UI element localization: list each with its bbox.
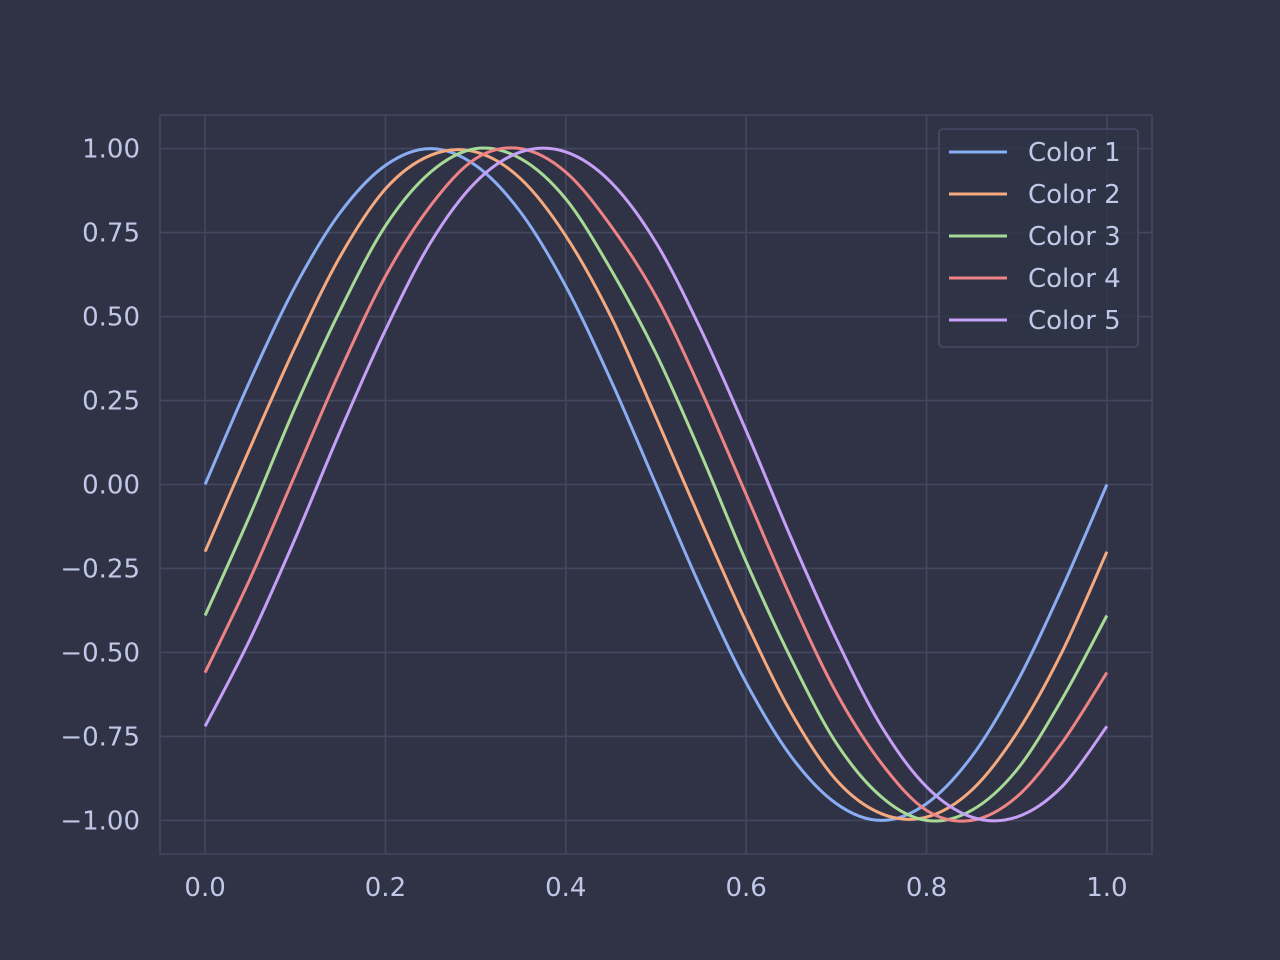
x-axis: 0.0 0.2 0.4 0.6 0.8 1.0: [184, 873, 1127, 903]
series-line-color-5: [203, 146, 1109, 823]
legend-label: Color 5: [1028, 306, 1121, 336]
y-tick-label: 0.50: [82, 303, 140, 333]
x-tick-label: 0.4: [545, 873, 586, 903]
x-tick-label: 0.2: [365, 873, 406, 903]
y-tick-label: 1.00: [82, 135, 140, 165]
y-axis: 1.00 0.75 0.50 0.25 0.00 −0.25 −0.50 −0.75 −1.00: [60, 135, 140, 837]
series-line-color-2: [203, 148, 1109, 821]
series-lines: [203, 146, 1109, 823]
legend-label: Color 2: [1028, 180, 1121, 210]
plot-frame: [159, 114, 1153, 855]
x-tick-label: 0.0: [184, 873, 225, 903]
series-line-color-1: [203, 147, 1109, 822]
y-tick-label: −1.00: [60, 806, 140, 836]
legend-label: Color 3: [1028, 222, 1121, 252]
legend-label: Color 4: [1028, 264, 1121, 294]
x-tick-label: 0.8: [906, 873, 947, 903]
y-tick-label: −0.25: [60, 554, 140, 584]
legend: Color 1 Color 2 Color 3 Color 4 Color 5: [938, 128, 1139, 348]
x-tick-label: 1.0: [1086, 873, 1127, 903]
legend-label: Color 1: [1028, 138, 1121, 168]
y-tick-label: −0.75: [60, 722, 140, 752]
series-line-color-4: [203, 146, 1109, 823]
x-tick-label: 0.6: [726, 873, 767, 903]
y-tick-label: 0.75: [82, 219, 140, 249]
y-tick-label: 0.00: [82, 471, 140, 501]
y-tick-label: −0.50: [60, 638, 140, 668]
legend-box: [938, 128, 1139, 348]
y-tick-label: 0.25: [82, 387, 140, 417]
